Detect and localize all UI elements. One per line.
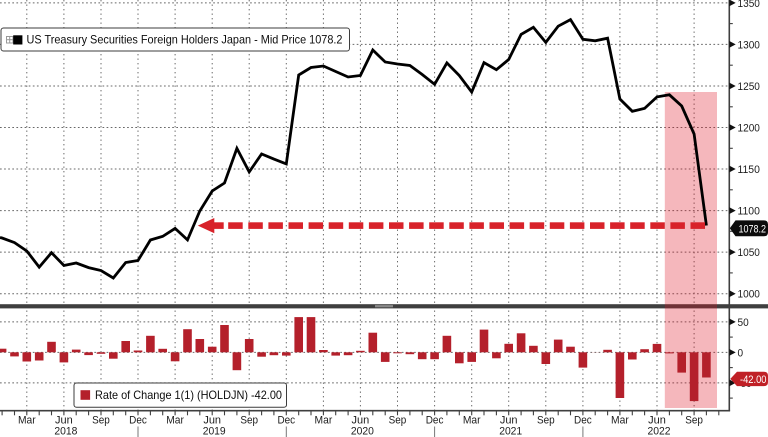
svg-text:1000: 1000 bbox=[738, 289, 760, 301]
svg-text:0: 0 bbox=[738, 347, 744, 359]
svg-text:Dec: Dec bbox=[277, 415, 295, 427]
svg-text:Mar: Mar bbox=[463, 415, 481, 427]
svg-text:Jun: Jun bbox=[55, 415, 73, 427]
svg-text:Mar: Mar bbox=[611, 415, 629, 427]
svg-text:1350: 1350 bbox=[738, 0, 760, 10]
svg-text:Jun: Jun bbox=[352, 415, 370, 427]
svg-text:1050: 1050 bbox=[738, 247, 760, 259]
svg-text:1200: 1200 bbox=[738, 123, 760, 135]
svg-text:1078.2: 1078.2 bbox=[739, 223, 767, 235]
svg-text:Mar: Mar bbox=[166, 415, 184, 427]
svg-text:2018: 2018 bbox=[54, 426, 77, 437]
svg-text:Jun: Jun bbox=[203, 415, 221, 427]
svg-text:Sep: Sep bbox=[537, 415, 555, 427]
svg-text:US Treasury Securities Foreign: US Treasury Securities Foreign Holders J… bbox=[27, 33, 343, 47]
svg-text:Dec: Dec bbox=[129, 415, 147, 427]
svg-text:2022: 2022 bbox=[648, 426, 671, 437]
svg-text:2019: 2019 bbox=[203, 426, 226, 437]
svg-text:Sep: Sep bbox=[240, 415, 258, 427]
svg-text:Mar: Mar bbox=[18, 415, 36, 427]
svg-text:Rate of Change 1(1) (HOLDJN) -: Rate of Change 1(1) (HOLDJN) -42.00 bbox=[95, 388, 282, 402]
svg-text:Jun: Jun bbox=[648, 415, 666, 427]
svg-text:Dec: Dec bbox=[574, 415, 592, 427]
svg-text:1250: 1250 bbox=[738, 81, 760, 93]
svg-text:-42.00: -42.00 bbox=[740, 374, 767, 386]
svg-text:1100: 1100 bbox=[738, 206, 760, 218]
svg-text:Jun: Jun bbox=[500, 415, 518, 427]
svg-text:1300: 1300 bbox=[738, 39, 760, 51]
svg-text:Sep: Sep bbox=[92, 415, 110, 427]
svg-text:Mar: Mar bbox=[315, 415, 333, 427]
svg-text:2021: 2021 bbox=[499, 426, 522, 437]
svg-text:Sep: Sep bbox=[389, 415, 407, 427]
svg-text:2020: 2020 bbox=[351, 426, 374, 437]
svg-text:1150: 1150 bbox=[738, 164, 760, 176]
svg-text:Sep: Sep bbox=[685, 415, 703, 427]
svg-text:Dec: Dec bbox=[426, 415, 444, 427]
svg-text:50: 50 bbox=[738, 317, 749, 329]
